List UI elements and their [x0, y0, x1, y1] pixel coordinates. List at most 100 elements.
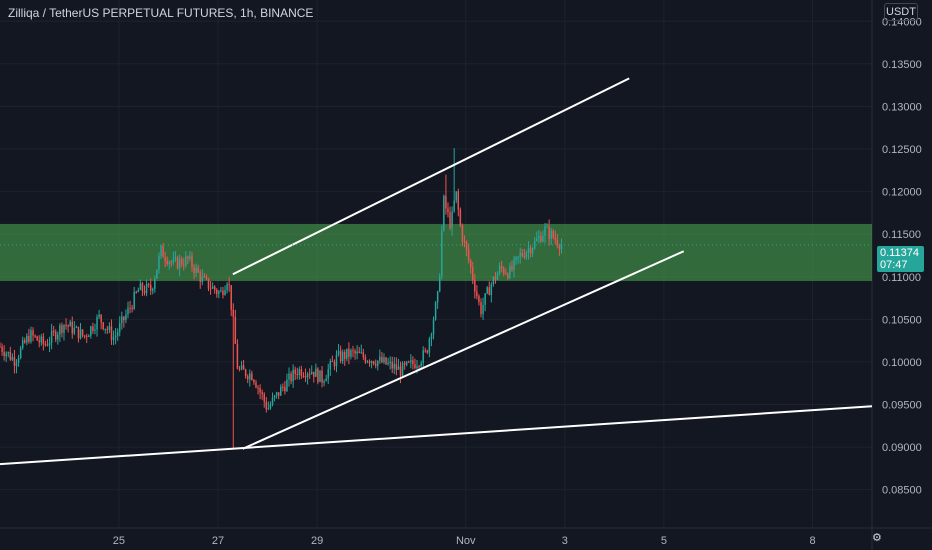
candle-body: [118, 323, 121, 333]
y-tick-label: 0.12500: [882, 144, 922, 156]
candle-body: [306, 373, 309, 378]
candle-body: [467, 249, 470, 261]
candle-body: [348, 348, 350, 357]
candle-body: [486, 287, 488, 294]
candle-body: [232, 309, 235, 317]
candle-body: [205, 276, 208, 279]
candle-body: [535, 238, 538, 241]
candle-body: [358, 351, 360, 354]
y-tick-label: 0.09000: [882, 442, 922, 454]
candle-body: [544, 226, 546, 236]
candle-body: [104, 328, 107, 330]
y-tick-label: 0.13500: [882, 59, 922, 71]
currency-badge[interactable]: USDT: [884, 3, 918, 21]
candle-body: [288, 373, 290, 380]
candle-body: [213, 286, 216, 291]
candle-body: [492, 276, 495, 285]
candle-body: [391, 361, 393, 369]
candle-body: [123, 316, 125, 321]
candle-body: [114, 335, 117, 338]
candle-body: [284, 387, 286, 392]
candle-body: [0, 346, 1, 348]
candle-body: [19, 347, 22, 359]
candle-body: [30, 330, 32, 342]
candle-body: [137, 289, 140, 293]
candle-body: [71, 321, 74, 334]
last-price-value: 0.11374: [880, 247, 919, 259]
candle-body: [420, 362, 422, 367]
candle-body: [356, 351, 358, 354]
candle-body: [44, 344, 47, 346]
candle-body: [370, 361, 373, 364]
candle-body: [337, 350, 340, 355]
candle-body: [244, 369, 247, 377]
candle-body: [408, 361, 410, 363]
candle-body: [424, 350, 427, 352]
candle-body: [552, 230, 555, 238]
candle-body: [145, 283, 148, 294]
candle-body: [172, 258, 175, 262]
candle-body: [110, 326, 113, 340]
candle-body: [399, 366, 402, 376]
candle-body: [354, 350, 356, 354]
price-axis[interactable]: 0.14000 0.13500 0.13000 0.12500 0.12000 0.115…: [882, 16, 922, 496]
candle-body: [133, 291, 135, 309]
candle-body: [523, 255, 526, 258]
candle-body: [197, 267, 199, 273]
candle-body: [339, 350, 342, 362]
candle-body: [319, 370, 321, 382]
candle-body: [108, 326, 111, 330]
candle-body: [480, 302, 482, 315]
candle-body: [317, 368, 319, 382]
candle-body: [265, 401, 268, 410]
candle-body: [294, 369, 296, 374]
candle-body: [32, 330, 34, 336]
candle-body: [346, 348, 348, 359]
settings-icon[interactable]: ⚙: [872, 532, 882, 544]
y-tick-label: 0.09500: [882, 400, 922, 412]
candle-body: [428, 338, 431, 353]
candle-body: [377, 360, 379, 366]
time-axis[interactable]: 25 27 29 Nov 3 5 8: [113, 535, 816, 547]
candle-body: [374, 364, 377, 366]
candle-body: [315, 368, 317, 377]
candle-body: [180, 259, 183, 265]
candle-body: [308, 373, 311, 375]
candle-body: [414, 364, 416, 369]
candle-body: [261, 392, 263, 395]
candle-body: [505, 273, 507, 275]
candle-body: [15, 362, 18, 366]
x-tick-label: 5: [661, 535, 667, 547]
candle-body: [500, 266, 503, 269]
candle-body: [121, 316, 123, 324]
candle-body: [147, 283, 150, 286]
candle-body: [36, 336, 38, 341]
candle-body: [517, 256, 519, 258]
candle-body: [59, 325, 61, 335]
candle-body: [54, 331, 57, 340]
candle-body: [1, 346, 3, 352]
candle-body: [474, 279, 476, 292]
candle-body: [160, 245, 162, 256]
candle-body: [267, 408, 270, 410]
candle-body: [323, 381, 325, 383]
candle-body: [550, 230, 552, 239]
candle-body: [156, 269, 158, 279]
candle-body: [282, 386, 284, 388]
candle-body: [81, 329, 84, 336]
candle-body: [434, 302, 437, 320]
candle-body: [533, 240, 536, 249]
candle-body: [273, 395, 276, 398]
candle-body: [203, 276, 206, 278]
candle-body: [226, 284, 228, 291]
candle-body: [61, 325, 63, 333]
candle-body: [381, 356, 383, 363]
candle-body: [168, 261, 171, 265]
candle-body: [269, 404, 272, 409]
candle-body: [329, 361, 332, 370]
candle-body: [271, 397, 274, 405]
x-tick-label: 27: [212, 535, 224, 547]
trendline: [242, 250, 685, 450]
